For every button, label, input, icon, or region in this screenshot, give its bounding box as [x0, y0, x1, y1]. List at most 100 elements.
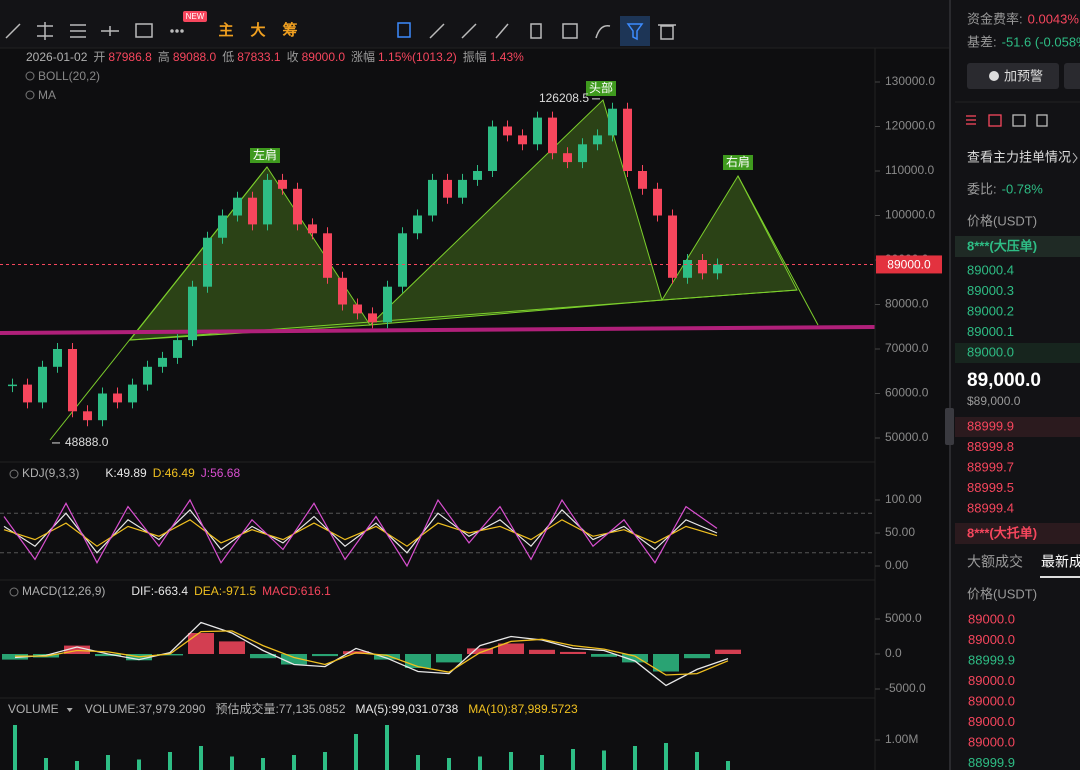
alert-icon — [989, 71, 999, 81]
overlay-label: BOLL(20,2) — [38, 69, 100, 83]
bid-price: 88999.9 — [967, 418, 1014, 433]
y-tick-label: 100000.0 — [885, 208, 935, 222]
candle — [218, 215, 227, 238]
indicator-button[interactable]: 大 — [250, 21, 265, 39]
legend-entry: J:56.68 — [201, 466, 241, 480]
candle — [653, 188, 662, 216]
indicator-button[interactable]: 筹 — [282, 21, 297, 39]
indicator-title: VOLUME — [8, 702, 59, 716]
kline-info-value: 87833.1 — [237, 50, 281, 64]
volume-bar — [230, 756, 234, 770]
volume-bar — [137, 759, 141, 770]
dropdown-arrow — [66, 708, 73, 712]
bid-price: 88999.4 — [967, 500, 1014, 515]
legend-entry: D:46.49 — [153, 466, 195, 480]
column-header: 价格(USDT) — [967, 213, 1037, 228]
alert-button[interactable] — [967, 63, 1059, 89]
candle — [293, 188, 302, 225]
big-bid-bg — [955, 523, 1080, 544]
resize-handle[interactable] — [945, 408, 954, 445]
label-bg — [586, 81, 616, 96]
candle — [548, 117, 557, 154]
candle — [488, 126, 497, 171]
indicator-line — [3, 509, 718, 554]
volume-bar — [540, 755, 544, 770]
ask-price: 89000.3 — [967, 283, 1014, 298]
candle — [158, 357, 167, 367]
indicator-button[interactable]: 主 — [218, 21, 233, 39]
side-label: 资金费率: — [967, 11, 1023, 26]
macd-bar — [405, 654, 431, 668]
kline-info-label: 高 — [158, 49, 170, 64]
ask-price: 89000.2 — [967, 303, 1014, 318]
candle — [23, 384, 32, 403]
bid-price: 88999.5 — [967, 480, 1014, 495]
book-view-icons[interactable] — [1012, 114, 1048, 127]
candle — [578, 144, 587, 163]
candle — [248, 197, 257, 225]
volume-bar — [478, 756, 482, 770]
kline-info-value: 1.43% — [490, 50, 524, 64]
volume-bar — [509, 752, 513, 770]
side-panel — [950, 0, 1080, 770]
candle — [593, 135, 602, 145]
candle — [128, 384, 137, 403]
indicator-icon — [9, 469, 19, 479]
more-button[interactable] — [1064, 63, 1080, 89]
main-orders-link[interactable]: 查看主力挂单情况 — [967, 149, 1071, 164]
y-tick-label: 60000.0 — [885, 386, 929, 400]
macd-line — [15, 630, 729, 676]
candle — [263, 179, 272, 225]
candle — [473, 171, 482, 180]
macd-bar — [95, 654, 121, 657]
tab-active[interactable]: 最新成 — [1041, 554, 1080, 570]
candle — [428, 179, 437, 216]
macd-bar — [560, 651, 586, 654]
candle — [623, 108, 632, 171]
low-marker-label: 48888.0 — [65, 435, 109, 449]
macd-bar — [715, 649, 741, 654]
indicator-title: MACD(12,26,9) — [22, 584, 105, 598]
bid-price: 88999.7 — [967, 459, 1014, 474]
side-label: 委比: — [967, 181, 997, 196]
y-tick-label: -5000.0 — [885, 681, 926, 695]
candle — [113, 393, 122, 403]
candle — [713, 264, 722, 274]
candle — [143, 366, 152, 385]
alert-button-label[interactable]: 加预警 — [1004, 68, 1043, 83]
bid-price: 88999.8 — [967, 439, 1014, 454]
candle — [398, 233, 407, 287]
macd-bar — [219, 641, 245, 654]
overlay-icon — [25, 71, 35, 81]
candle — [323, 233, 332, 278]
candle — [278, 179, 287, 189]
drawing-tools[interactable] — [5, 22, 184, 40]
kline-info-label: 振幅 — [463, 49, 487, 64]
candle — [233, 197, 242, 216]
macd-bar — [2, 654, 28, 660]
side-value: -0.78% — [1002, 181, 1044, 196]
macd-bar — [64, 645, 90, 654]
overlay-icon — [25, 90, 35, 100]
legend-entry: DIF:-663.4 — [131, 584, 188, 598]
candle — [413, 215, 422, 234]
volume-bar — [447, 758, 451, 770]
chart-tools-2[interactable] — [429, 23, 676, 40]
ask-price: 89000.4 — [967, 262, 1014, 277]
candle — [8, 384, 17, 387]
kline-info-label: 涨幅 — [351, 49, 375, 64]
kline-info-label: 开 — [93, 50, 105, 64]
side-value: -51.6 (-0.058% — [1002, 34, 1080, 49]
trade-price: 89000.0 — [968, 632, 1015, 647]
pattern-label: 头部 — [589, 80, 613, 95]
chart-tools[interactable] — [397, 22, 644, 41]
label-bg — [723, 155, 753, 170]
candle — [563, 153, 572, 163]
macd-line — [14, 621, 729, 687]
tab[interactable]: 大额成交 — [967, 554, 1023, 570]
book-view-icons[interactable] — [966, 114, 1002, 127]
macd-bar — [157, 654, 183, 656]
y-tick-label: 100.00 — [885, 492, 922, 506]
candle — [203, 237, 212, 287]
candle — [698, 260, 707, 274]
